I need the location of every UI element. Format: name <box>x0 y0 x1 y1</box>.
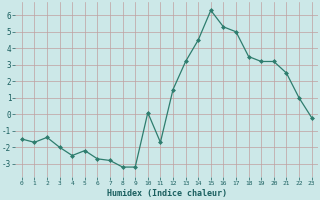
X-axis label: Humidex (Indice chaleur): Humidex (Indice chaleur) <box>107 189 227 198</box>
